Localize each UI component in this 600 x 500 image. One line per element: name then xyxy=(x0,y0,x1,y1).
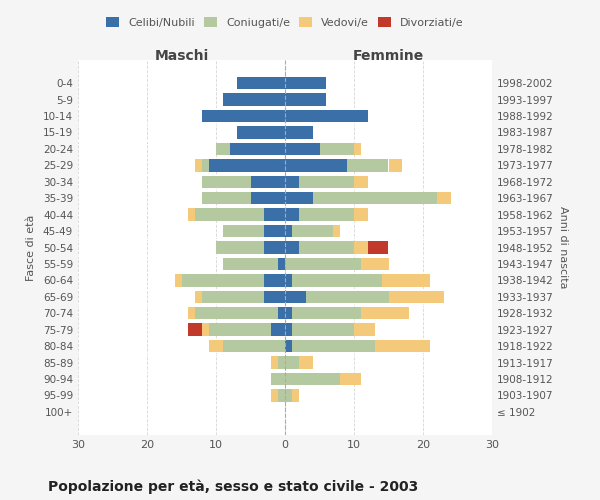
Bar xyxy=(278,389,285,402)
Bar xyxy=(285,242,299,254)
Bar xyxy=(389,159,403,172)
Bar xyxy=(292,340,374,352)
Bar xyxy=(382,274,430,286)
Bar xyxy=(265,274,285,286)
Bar xyxy=(285,356,299,368)
Bar xyxy=(285,389,292,402)
Bar xyxy=(285,324,292,336)
Bar xyxy=(202,159,209,172)
Bar xyxy=(230,143,285,155)
Bar xyxy=(188,324,202,336)
Bar xyxy=(299,242,354,254)
Bar xyxy=(251,176,285,188)
Bar xyxy=(292,307,361,320)
Bar xyxy=(285,225,292,237)
Bar xyxy=(285,159,347,172)
Bar xyxy=(292,225,334,237)
Bar xyxy=(285,77,326,90)
Bar xyxy=(292,274,382,286)
Bar xyxy=(196,159,202,172)
Bar xyxy=(271,373,285,385)
Text: Maschi: Maschi xyxy=(154,50,209,64)
Bar xyxy=(223,258,278,270)
Y-axis label: Fasce di età: Fasce di età xyxy=(26,214,36,280)
Bar xyxy=(285,340,292,352)
Bar xyxy=(320,143,354,155)
Bar xyxy=(202,290,265,303)
Bar xyxy=(299,356,313,368)
Bar xyxy=(285,274,292,286)
Bar xyxy=(223,94,285,106)
Bar xyxy=(182,274,265,286)
Bar xyxy=(354,324,374,336)
Bar xyxy=(285,307,292,320)
Bar xyxy=(188,307,196,320)
Bar xyxy=(271,389,278,402)
Bar xyxy=(285,126,313,138)
Bar xyxy=(202,176,251,188)
Bar xyxy=(202,110,285,122)
Bar xyxy=(175,274,182,286)
Bar xyxy=(216,242,265,254)
Bar xyxy=(188,208,196,221)
Bar xyxy=(354,242,368,254)
Bar xyxy=(265,290,285,303)
Bar xyxy=(202,192,251,204)
Bar xyxy=(285,110,368,122)
Legend: Celibi/Nubili, Coniugati/e, Vedovi/e, Divorziati/e: Celibi/Nubili, Coniugati/e, Vedovi/e, Di… xyxy=(106,17,464,28)
Bar xyxy=(292,324,354,336)
Bar xyxy=(292,389,299,402)
Bar xyxy=(237,77,285,90)
Bar xyxy=(196,307,278,320)
Bar xyxy=(237,126,285,138)
Bar xyxy=(278,307,285,320)
Bar xyxy=(196,290,202,303)
Bar xyxy=(223,225,265,237)
Bar xyxy=(216,143,230,155)
Bar xyxy=(285,192,313,204)
Bar xyxy=(285,373,340,385)
Bar xyxy=(437,192,451,204)
Bar xyxy=(265,242,285,254)
Bar xyxy=(265,208,285,221)
Bar xyxy=(251,192,285,204)
Bar xyxy=(285,176,299,188)
Bar xyxy=(285,94,326,106)
Bar xyxy=(278,356,285,368)
Bar xyxy=(271,356,278,368)
Bar xyxy=(354,143,361,155)
Bar xyxy=(374,340,430,352)
Bar xyxy=(285,208,299,221)
Bar xyxy=(223,340,285,352)
Bar xyxy=(361,307,409,320)
Bar xyxy=(285,143,320,155)
Text: Popolazione per età, sesso e stato civile - 2003: Popolazione per età, sesso e stato civil… xyxy=(48,480,418,494)
Bar xyxy=(389,290,444,303)
Bar xyxy=(368,242,389,254)
Bar xyxy=(271,324,285,336)
Bar xyxy=(285,290,306,303)
Bar xyxy=(354,208,368,221)
Bar xyxy=(306,290,389,303)
Bar xyxy=(334,225,340,237)
Y-axis label: Anni di nascita: Anni di nascita xyxy=(557,206,568,289)
Bar xyxy=(347,159,389,172)
Bar xyxy=(299,176,354,188)
Bar xyxy=(209,159,285,172)
Text: Femmine: Femmine xyxy=(353,50,424,64)
Bar xyxy=(265,225,285,237)
Bar xyxy=(209,340,223,352)
Bar xyxy=(285,258,361,270)
Bar xyxy=(313,192,437,204)
Bar xyxy=(278,258,285,270)
Bar xyxy=(354,176,368,188)
Bar xyxy=(340,373,361,385)
Bar xyxy=(196,208,265,221)
Bar xyxy=(209,324,271,336)
Bar xyxy=(299,208,354,221)
Bar xyxy=(361,258,389,270)
Bar xyxy=(202,324,209,336)
